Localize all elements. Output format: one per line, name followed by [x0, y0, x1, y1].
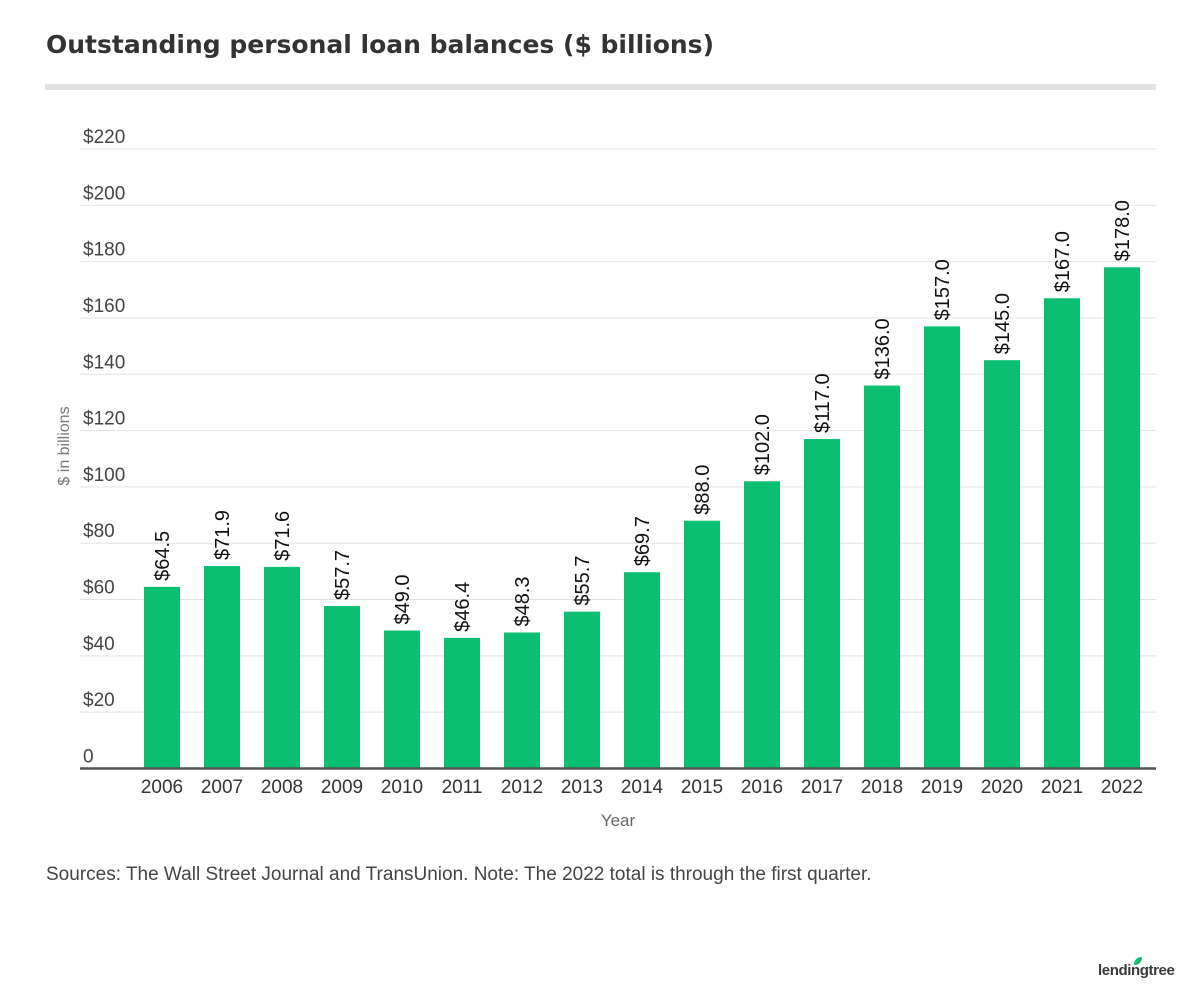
logo-text: lendingtree [1098, 962, 1175, 979]
bar-2013 [564, 611, 600, 769]
bar-2006 [144, 586, 180, 769]
y-tick-label: $120 [83, 409, 125, 430]
source-note: Sources: The Wall Street Journal and Tra… [46, 864, 872, 885]
data-labels: $64.5 $71.9 $71.6 $57.7 $49.0 $46.4 $48.3 $55.7… [152, 200, 1134, 632]
bar-2022 [1104, 267, 1140, 769]
data-label-2007: $71.9 [212, 510, 234, 560]
bar-2009 [324, 606, 360, 769]
x-tick-label: 2013 [561, 777, 603, 798]
x-axis-label: Year [601, 811, 636, 830]
x-tick-label: 2016 [741, 777, 783, 798]
x-tick-labels: 2006 2007 2008 2009 2010 2011 2012 2013 2014 2015… [141, 777, 1143, 798]
y-tick-label: $160 [83, 296, 125, 317]
x-tick-label: 2021 [1041, 777, 1083, 798]
data-label-2015: $88.0 [692, 465, 714, 515]
data-label-2019: $157.0 [932, 259, 954, 320]
x-tick-label: 2022 [1101, 777, 1143, 798]
chart-title: Outstanding personal loan balances ($ bi… [46, 30, 714, 59]
y-tick-label: $60 [83, 578, 115, 599]
leaf-icon [1134, 957, 1142, 965]
title-divider [45, 84, 1156, 90]
data-label-2016: $102.0 [752, 414, 774, 475]
y-tick-label: $180 [83, 240, 125, 261]
data-label-2008: $71.6 [272, 511, 294, 561]
data-label-2010: $49.0 [392, 574, 414, 624]
bar-2011 [444, 637, 480, 769]
data-label-2006: $64.5 [152, 531, 174, 581]
bar-2020 [984, 360, 1020, 769]
data-label-2018: $136.0 [872, 318, 894, 379]
y-axis-label: $ in billions [56, 406, 73, 485]
data-label-2011: $46.4 [452, 582, 474, 632]
data-label-2014: $69.7 [632, 516, 654, 566]
y-tick-label: 0 [83, 747, 94, 768]
y-tick-label: $220 [83, 127, 125, 148]
bars [144, 267, 1140, 769]
x-tick-label: 2019 [921, 777, 963, 798]
y-tick-label: $200 [83, 183, 125, 204]
bar-chart: $64.5 $71.9 $71.6 $57.7 $49.0 $46.4 $48.3 $55.7… [56, 127, 1156, 830]
bar-2014 [624, 572, 660, 769]
y-tick-label: $40 [83, 634, 115, 655]
data-label-2009: $57.7 [332, 550, 354, 600]
x-tick-label: 2020 [981, 777, 1023, 798]
bar-2018 [864, 385, 900, 769]
data-label-2012: $48.3 [512, 576, 534, 626]
bar-2015 [684, 520, 720, 769]
y-tick-label: $140 [83, 352, 125, 373]
x-tick-label: 2012 [501, 777, 543, 798]
x-tick-label: 2015 [681, 777, 723, 798]
bar-2012 [504, 632, 540, 769]
bar-2019 [924, 326, 960, 769]
data-label-2022: $178.0 [1112, 200, 1134, 261]
data-label-2021: $167.0 [1052, 231, 1074, 292]
x-tick-label: 2008 [261, 777, 303, 798]
x-tick-label: 2007 [201, 777, 243, 798]
x-tick-label: 2017 [801, 777, 843, 798]
bar-2008 [264, 566, 300, 769]
data-label-2013: $55.7 [572, 556, 594, 606]
y-tick-label: $20 [83, 690, 115, 711]
x-tick-label: 2010 [381, 777, 423, 798]
bar-2017 [804, 439, 840, 769]
x-tick-label: 2009 [321, 777, 363, 798]
y-tick-label: $80 [83, 521, 115, 542]
y-tick-labels: 0 $20 $40 $60 $80 $100 $120 $140 $160 $180 $200 $22… [83, 127, 125, 768]
bar-2016 [744, 481, 780, 769]
lendingtree-logo: lendingtree [1098, 957, 1175, 979]
data-label-2020: $145.0 [992, 293, 1014, 354]
bar-2007 [204, 566, 240, 769]
x-tick-label: 2011 [442, 777, 483, 798]
data-label-2017: $117.0 [812, 373, 834, 433]
x-tick-label: 2018 [861, 777, 903, 798]
grid-lines [80, 148, 1156, 713]
x-tick-label: 2014 [621, 777, 664, 798]
y-tick-label: $100 [83, 465, 125, 486]
x-tick-label: 2006 [141, 777, 183, 798]
bar-2021 [1044, 298, 1080, 769]
bar-2010 [384, 630, 420, 769]
